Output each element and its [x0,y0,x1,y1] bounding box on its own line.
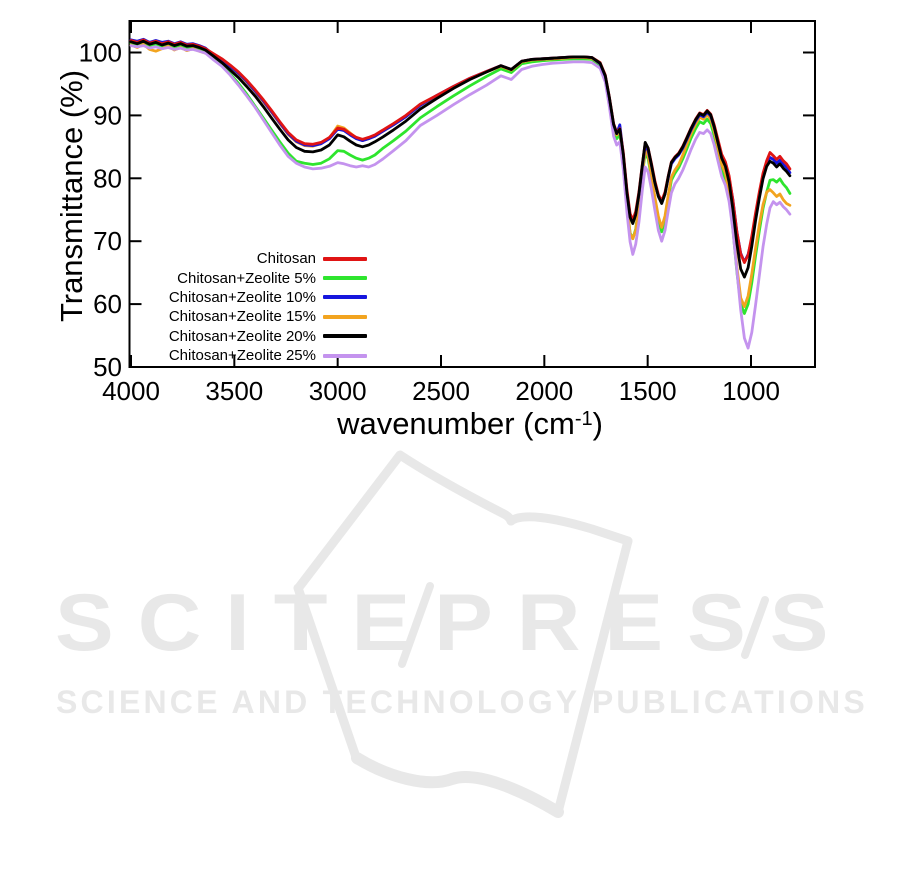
y-tick-label: 70 [93,226,122,256]
legend-color-line [323,295,367,300]
legend-label: Chitosan+Zeolite 5% [177,269,316,287]
plot-frame [128,20,816,368]
legend-color-line [323,276,367,281]
watermark-title: SCITEPRESS [55,576,853,668]
legend-item: Chitosan+Zeolite 5% [138,268,367,287]
y-axis-title: Transmittance (%) [54,69,89,323]
ftir-spectra-figure: 4000 3500 3000 2500 2000 1500 1000 50 60 70 80 90 10… [54,20,816,442]
legend-label: Chitosan+Zeolite 10% [168,288,316,306]
legend-item: Chitosan+Zeolite 20% [138,327,367,346]
x-axis-title-superscript: -1 [574,408,593,430]
legend-color-line [323,334,367,339]
legend: Chitosan Chitosan+Zeolite 5% Chitosan+Zeol… [138,249,367,365]
watermark-subtitle: SCIENCE AND TECHNOLOGY PUBLICATIONS [56,684,868,720]
legend-label: Chitosan+Zeolite 25% [168,347,316,365]
x-tick-label: 2500 [412,376,470,406]
plot-area: 4000 3500 3000 2500 2000 1500 1000 50 60 70 80 90 10… [79,20,816,406]
legend-item: Chitosan+Zeolite 10% [138,288,367,307]
legend-label: Chitosan+Zeolite 15% [168,308,316,326]
x-tick-label: 3000 [309,376,367,406]
y-tick-label: 100 [79,38,122,68]
curve-chitosan-zeolite-25- [129,44,792,350]
y-tick-label: 90 [93,100,122,130]
x-axis-title: wavenumber (cm-1) [337,406,603,442]
legend-color-line [323,256,367,261]
y-tick-label: 50 [93,352,122,382]
legend-label: Chitosan+Zeolite 20% [168,327,316,345]
x-tick-label: 3500 [205,376,263,406]
x-axis-title-text: wavenumber (cm [337,406,575,441]
x-tick-label: 2000 [515,376,573,406]
y-tick-label: 80 [93,163,122,193]
y-tick-label: 60 [93,289,122,319]
x-tick-label: 4000 [102,376,160,406]
legend-item: Chitosan [138,249,367,268]
scitepress-watermark: SCITEPRESS SCIENCE AND TECHNOLOGY PUBLIC… [0,430,901,883]
legend-item: Chitosan+Zeolite 25% [138,346,367,365]
legend-color-line [323,353,367,358]
legend-label: Chitosan [256,250,316,268]
x-axis-title-suffix: ) [592,406,603,441]
open-book-icon [293,450,769,818]
curve-chitosan-zeolite-20- [129,39,792,279]
x-tick-label: 1500 [619,376,677,406]
legend-color-line [323,314,367,319]
legend-item: Chitosan+Zeolite 15% [138,307,367,326]
x-tick-label: 1000 [722,376,780,406]
